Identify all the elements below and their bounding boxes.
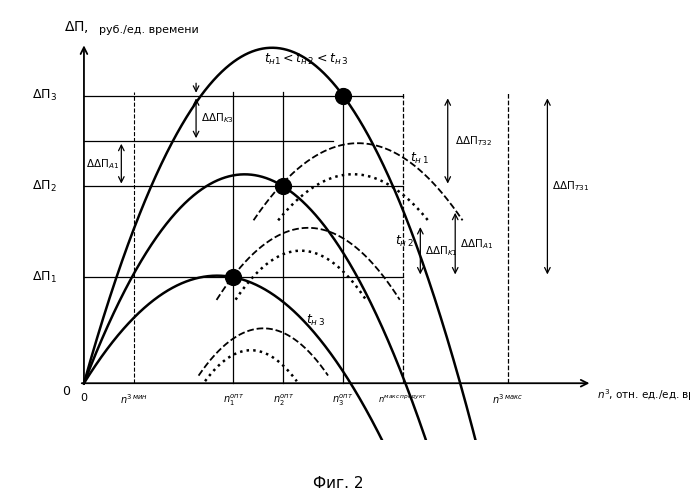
Text: $\Delta\Delta\Pi_{A1}$: $\Delta\Delta\Pi_{A1}$ bbox=[86, 157, 119, 170]
Text: $t_{н\,3}$: $t_{н\,3}$ bbox=[306, 313, 324, 328]
Text: $\Delta\Pi_3$: $\Delta\Pi_3$ bbox=[32, 88, 57, 103]
Text: $n^{опт}_{3}$: $n^{опт}_{3}$ bbox=[333, 392, 354, 408]
Text: $n^{3\,мин}$: $n^{3\,мин}$ bbox=[120, 392, 148, 406]
Text: $\Delta\Pi_2$: $\Delta\Pi_2$ bbox=[32, 179, 57, 194]
Text: Фиг. 2: Фиг. 2 bbox=[313, 476, 364, 492]
Text: $\Delta\Delta\Pi_{K3}$: $\Delta\Delta\Pi_{K3}$ bbox=[201, 112, 234, 125]
Text: $\Delta\Pi_1$: $\Delta\Pi_1$ bbox=[32, 270, 57, 285]
Text: $n^3$, отн. ед./ед. времени: $n^3$, отн. ед./ед. времени bbox=[598, 387, 690, 403]
Text: $0$: $0$ bbox=[62, 385, 72, 398]
Text: $t_{н1} < t_{н\,2} < t_{н\,3}$: $t_{н1} < t_{н\,2} < t_{н\,3}$ bbox=[264, 52, 348, 67]
Text: 0: 0 bbox=[81, 392, 88, 402]
Text: $n^{опт}_{1}$: $n^{опт}_{1}$ bbox=[223, 392, 244, 408]
Point bbox=[228, 273, 239, 281]
Text: руб./ед. времени: руб./ед. времени bbox=[99, 25, 199, 35]
Point bbox=[278, 182, 289, 190]
Text: $\Delta\Delta\Pi_{A1}$: $\Delta\Delta\Pi_{A1}$ bbox=[460, 236, 493, 250]
Text: $t_{н\,1}$: $t_{н\,1}$ bbox=[411, 150, 429, 166]
Text: $\Delta\Delta\Pi_{T31}$: $\Delta\Delta\Pi_{T31}$ bbox=[553, 180, 589, 194]
Point bbox=[337, 92, 348, 100]
Text: $n^{макс\,продукт}$: $n^{макс\,продукт}$ bbox=[378, 392, 428, 404]
Text: $\Delta\Delta\Pi_{T32}$: $\Delta\Delta\Pi_{T32}$ bbox=[455, 134, 492, 148]
Text: $n^{опт}_{2}$: $n^{опт}_{2}$ bbox=[273, 392, 294, 408]
Text: $\Delta\Delta\Pi_{K1}$: $\Delta\Delta\Pi_{K1}$ bbox=[425, 244, 458, 258]
Text: $t_{н\,2}$: $t_{н\,2}$ bbox=[395, 234, 414, 249]
Text: $n^{3\,макс}$: $n^{3\,макс}$ bbox=[492, 392, 523, 406]
Text: $\Delta\Pi$,: $\Delta\Pi$, bbox=[64, 19, 89, 35]
